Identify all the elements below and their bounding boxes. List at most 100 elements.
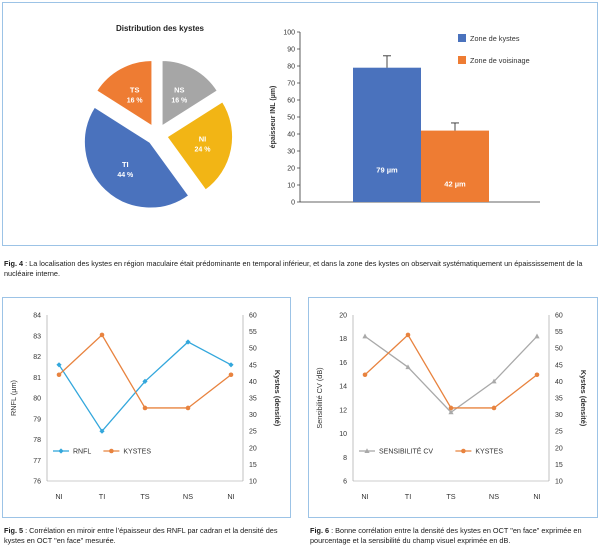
cv-chart-point bbox=[491, 378, 497, 384]
bar-y-axis-label: épaisseur INL (µm) bbox=[270, 86, 277, 149]
cv-chart-y2-tick-label: 20 bbox=[555, 445, 563, 452]
pie-value-ts: 16 % bbox=[127, 97, 144, 104]
rnfl-chart-x-tick-label: NI bbox=[55, 492, 62, 501]
bar-zone-voisinage bbox=[421, 130, 489, 202]
bar-y-tick-label: 0 bbox=[291, 200, 295, 207]
bar-y-tick-label: 30 bbox=[287, 149, 295, 156]
cv-chart-y2-tick-label: 60 bbox=[555, 313, 563, 320]
rnfl-chart-y-tick-label: 81 bbox=[33, 375, 41, 382]
rnfl-chart-legend-marker bbox=[109, 448, 114, 454]
cv-chart-y-tick-label: 16 bbox=[339, 360, 347, 367]
bar-data-label: 79 µm bbox=[376, 165, 398, 174]
rnfl-chart-y-tick-label: 77 bbox=[33, 458, 41, 465]
cv-chart-legend-marker bbox=[364, 448, 370, 453]
rnfl-chart-y2-tick-label: 55 bbox=[249, 329, 257, 336]
figure-6-caption-label: Fig. 6 bbox=[310, 526, 330, 535]
rnfl-chart-y2-tick-label: 20 bbox=[249, 445, 257, 452]
cv-chart-point bbox=[448, 405, 454, 411]
rnfl-chart-x-tick-label: NS bbox=[183, 492, 193, 501]
pie-chart: Distribution des kystes TS 16 % NS 16 % NI 24 … bbox=[83, 24, 234, 210]
rnfl-chart-point bbox=[185, 405, 191, 411]
cv-chart-x-tick-label: NI bbox=[361, 492, 368, 501]
cv-chart-series-line-1 bbox=[364, 333, 538, 409]
pie-label-ns: NS bbox=[174, 85, 184, 94]
cv-chart-y2-tick-label: 40 bbox=[555, 379, 563, 386]
rnfl-chart-y-axis-label: RNFL (µm) bbox=[9, 380, 18, 416]
cv-chart-point bbox=[405, 364, 411, 370]
rnfl-chart-point bbox=[142, 405, 148, 411]
rnfl-chart-y-tick-label: 79 bbox=[33, 416, 41, 423]
bar-y-tick-label: 40 bbox=[287, 132, 295, 139]
rnfl-chart-point bbox=[228, 362, 234, 368]
rnfl-chart-x-tick-label: TI bbox=[99, 492, 106, 501]
cv-chart-y2-tick-label: 10 bbox=[555, 479, 563, 486]
rnfl-chart-y2-tick-label: 25 bbox=[249, 429, 257, 436]
cv-chart-y-tick-label: 18 bbox=[339, 336, 347, 343]
bar-zone-kystes bbox=[353, 67, 421, 202]
rnfl-chart-y2-tick-label: 30 bbox=[249, 412, 257, 419]
cv-chart-point bbox=[448, 409, 454, 415]
cv-chart-x-tick-label: NS bbox=[489, 492, 499, 501]
pie-slice-ti bbox=[83, 105, 190, 210]
inl-bar-chart: 0 10 20 30 40 50 60 70 80 90 100 épaisseur INL (µm)… bbox=[270, 30, 540, 207]
cv-chart-y2-tick-label: 25 bbox=[555, 429, 563, 436]
cv-chart-y-tick-label: 14 bbox=[339, 384, 347, 391]
cv-chart-y2-axis-label: Kystes (densité) bbox=[579, 370, 588, 427]
cv-chart-x-tick-label: NI bbox=[533, 492, 540, 501]
bar-y-tick-label: 100 bbox=[283, 30, 295, 37]
pie-slice-ts bbox=[95, 59, 153, 128]
pie-value-ni: 24 % bbox=[194, 147, 211, 154]
rnfl-chart-point bbox=[228, 372, 234, 378]
cv-chart-y2-tick-label: 15 bbox=[555, 462, 563, 469]
rnfl-chart-legend-label: RNFL bbox=[73, 449, 91, 456]
pie-label-ti: TI bbox=[122, 160, 129, 169]
rnfl-chart-y2-tick-label: 35 bbox=[249, 396, 257, 403]
cv-chart-point bbox=[362, 372, 368, 378]
bar-y-tick-label: 90 bbox=[287, 47, 295, 54]
pie-value-ns: 16 % bbox=[171, 97, 188, 104]
cv-chart-point bbox=[405, 332, 411, 338]
bar-y-tick-label: 50 bbox=[287, 115, 295, 122]
rnfl-chart-y-tick-label: 84 bbox=[33, 313, 41, 320]
figure-4-caption: Fig. 4 : La localisation des kystes en r… bbox=[4, 259, 594, 279]
bar-y-tick-label: 60 bbox=[287, 98, 295, 105]
bar-data-label: 42 µm bbox=[444, 179, 466, 188]
bar-y-tick-label: 10 bbox=[287, 183, 295, 190]
cv-chart-point bbox=[534, 372, 540, 378]
cv-chart-y2-tick-label: 55 bbox=[555, 329, 563, 336]
cv-chart-point bbox=[491, 405, 497, 411]
rnfl-chart-x-tick-label: TS bbox=[140, 492, 149, 501]
cv-chart-series-line-0 bbox=[364, 335, 538, 414]
pie-slice-ns bbox=[161, 59, 219, 128]
sensibilite-line-chart: 6 8 10 12 14 16 18 20 10 15 20 25 30 35 40 45 50 55 60 NI TI… bbox=[315, 313, 588, 502]
cv-chart-x-tick-label: TS bbox=[446, 492, 455, 501]
bar-legend-label: Zone de voisinage bbox=[470, 56, 530, 65]
figure-5-caption-label: Fig. 5 bbox=[4, 526, 24, 535]
cv-chart-point bbox=[362, 333, 368, 339]
pie-label-ni: NI bbox=[199, 135, 207, 144]
rnfl-chart-y2-tick-label: 45 bbox=[249, 362, 257, 369]
rnfl-chart-legend-marker bbox=[58, 448, 64, 454]
bar-y-tick-label: 20 bbox=[287, 166, 295, 173]
cv-chart-legend-label: KYSTES bbox=[475, 449, 503, 456]
rnfl-line-chart: 76 77 78 79 80 81 82 83 84 10 15 20 25 30 35 40 45 50 55 60… bbox=[9, 313, 282, 502]
rnfl-chart-x-tick-label: NI bbox=[227, 492, 234, 501]
bar-y-tick-label: 70 bbox=[287, 81, 295, 88]
rnfl-chart-y2-axis-label: Kystes (densité) bbox=[273, 370, 282, 427]
rnfl-chart-y2-tick-label: 50 bbox=[249, 346, 257, 353]
cv-chart-y-tick-label: 10 bbox=[339, 431, 347, 438]
cv-chart-point bbox=[534, 333, 540, 339]
pie-slice-ni bbox=[165, 100, 234, 192]
rnfl-chart-series-line-0 bbox=[58, 341, 232, 433]
cv-chart-y-tick-label: 6 bbox=[343, 479, 347, 486]
cv-chart-y-tick-label: 12 bbox=[339, 407, 347, 414]
figure-4-caption-label: Fig. 4 bbox=[4, 259, 24, 268]
figure-4-caption-text: : La localisation des kystes en région m… bbox=[4, 259, 583, 278]
cv-chart-legend-marker bbox=[461, 448, 466, 454]
rnfl-chart-y-tick-label: 83 bbox=[33, 333, 41, 340]
cv-chart-legend-label: SENSIBILITÉ CV bbox=[379, 447, 433, 456]
cv-chart-y2-tick-label: 35 bbox=[555, 396, 563, 403]
figure-5-caption-text: : Corrélation en miroir entre l’épaisseu… bbox=[4, 526, 278, 545]
figure-6-caption: Fig. 6 : Bonne corrélation entre la dens… bbox=[310, 526, 596, 546]
bar-legend-swatch bbox=[458, 34, 466, 42]
